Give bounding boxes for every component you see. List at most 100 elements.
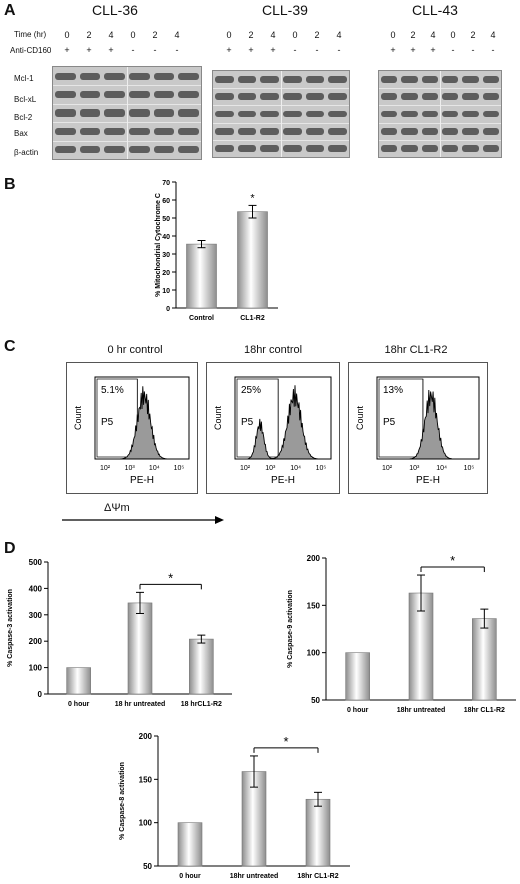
cd160-label: Anti-CD160 [10,46,52,55]
blot-band [215,127,234,135]
cd160-value: + [226,45,232,55]
blot-band [79,109,101,117]
band-label-bcl2: Bcl-2 [14,113,33,122]
time-value: 2 [470,30,476,40]
blot-band [55,72,76,80]
blot-band [442,144,459,152]
y-tick-label: 100 [139,819,153,828]
time-value: 0 [64,30,70,40]
y-axis-label: % Mitochondrial Cytochrome C [155,193,162,297]
blot-band [104,109,125,117]
time-value: 4 [430,30,436,40]
y-tick-label: 100 [307,649,321,658]
membrane-potential-arrow [62,516,224,524]
category-label: 0 hour [347,707,369,714]
panel-b-letter: B [4,176,16,193]
band-label-bactin: β-actin [14,148,39,157]
blot-band [401,76,418,84]
y-tick-label: 150 [307,601,321,610]
band-label-mcl1: Mcl-1 [14,74,34,83]
y-tick-label: 200 [139,732,153,741]
cd160-value: + [390,45,396,55]
time-value: 4 [336,30,342,40]
blot-band [55,146,76,154]
time-value: 2 [314,30,320,40]
time-value: 0 [130,30,136,40]
blot-band [305,76,325,84]
flow-x-tick: 10⁵ [464,465,475,472]
blot-band [153,90,175,99]
membrane-potential-label: ΔΨm [104,502,130,514]
flow-title-18hr-cl1r2: 18hr CL1-R2 [384,344,448,356]
y-tick-label: 200 [29,637,43,646]
flow-y-label: Count [73,406,83,431]
flow-x-tick: 10⁵ [316,465,327,472]
blot-band [328,76,347,84]
y-tick-label: 100 [29,664,43,673]
blot-band [129,146,150,154]
category-label: 0 hour [68,701,90,708]
gate-percent: 13% [383,385,403,396]
blot-band [328,110,347,118]
flow-y-label: Count [213,406,223,431]
gate-percent: 5.1% [101,385,124,396]
band-label-bclxl: Bcl-xL [14,95,37,104]
blot-band [381,76,398,84]
blot-band [79,127,101,136]
blot-band [153,127,175,136]
blot-band [482,76,499,84]
cd160-value: - [337,45,341,55]
flow-x-tick: 10² [240,465,251,472]
bar [472,618,497,701]
y-tick-label: 50 [311,696,320,705]
blot-band [328,127,347,135]
blot-band [442,110,459,118]
cd160-value: + [86,45,92,55]
significance-star: * [250,192,255,204]
blot-band [104,127,125,136]
category-label: 0 hour [179,873,201,880]
blot-title-cll36: CLL-36 [92,2,138,18]
flow-y-label: Count [355,406,365,431]
panel-c-letter: C [4,338,16,355]
category-label: 18hr CL1-R2 [464,707,505,714]
time-label: Time (hr) [14,30,47,39]
category-label: CL1-R2 [240,315,265,322]
time-value: 0 [226,30,232,40]
cd160-value: + [430,45,436,55]
blot-band [237,93,257,101]
cd160-value: + [270,45,276,55]
blot-band [283,127,302,135]
blot-band [104,146,125,154]
time-value: 0 [292,30,298,40]
blot-band [442,76,459,84]
time-value: 2 [152,30,158,40]
flow-x-tick: 10⁴ [290,465,301,472]
flow-x-label: PE-H [130,475,154,486]
western-blot-cll36 [52,66,202,160]
blot-band [283,144,302,152]
y-tick-label: 30 [162,252,170,259]
band-label-bax: Bax [14,129,28,138]
bar [127,602,153,695]
cd160-value: + [248,45,254,55]
blot-band [442,93,459,101]
blot-band [421,127,438,135]
y-tick-label: 50 [162,216,170,223]
blot-band [462,93,479,101]
y-tick-label: 500 [29,558,43,567]
time-value: 4 [270,30,276,40]
blot-title-cll43: CLL-43 [412,2,458,18]
blot-band [55,127,76,136]
gate-name: P5 [383,417,396,428]
caspase-3-bar-chart: 0 100 200 300 400 500 % Caspase-3 activation 0 … [7,558,232,708]
bar [189,638,214,695]
time-value: 0 [450,30,456,40]
blot-band [178,146,199,154]
blot-band [79,90,101,99]
cd160-value: + [108,45,114,55]
cd160-value: - [175,45,179,55]
blot-band [260,76,279,84]
blot-band [55,90,76,99]
y-tick-label: 60 [162,198,170,205]
